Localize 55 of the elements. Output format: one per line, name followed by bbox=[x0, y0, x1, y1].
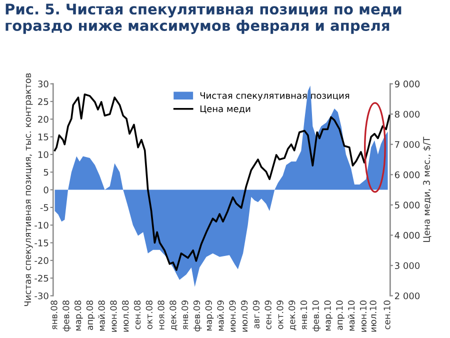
x-tick-label: сен.10 bbox=[384, 300, 390, 330]
y2-tick-label: 9 000 bbox=[394, 80, 420, 88]
x-tick-label: май.09 bbox=[217, 300, 224, 331]
legend-label: Цена меди bbox=[200, 105, 250, 114]
x-tick-label: янв.10 bbox=[300, 300, 308, 330]
x-tick-label: июн.08 bbox=[110, 300, 117, 332]
y-tick-label: 0 bbox=[44, 186, 48, 194]
y-tick-label: -25 bbox=[34, 274, 48, 282]
y-axis-title: Чистая спекулятивная позиция, тыс. контрактов bbox=[24, 73, 33, 306]
x-tick-label: дек.09 bbox=[288, 300, 296, 330]
x-tick-label: июн.09 bbox=[229, 300, 236, 332]
x-tick-label: мар.10 bbox=[324, 300, 333, 331]
y-tick-label: -30 bbox=[34, 292, 48, 300]
y-tick-label: -10 bbox=[34, 222, 48, 229]
x-tick-label: сен.09 bbox=[264, 300, 272, 330]
x-tick-label: мар.09 bbox=[205, 300, 214, 331]
legend-label: Чистая спекулятивная позиция bbox=[200, 92, 350, 101]
x-tick-label: дек.08 bbox=[170, 300, 178, 330]
x-tick-label: апр.08 bbox=[86, 300, 95, 330]
x-tick-label: июл.09 bbox=[240, 300, 248, 332]
x-tick-label: июл.10 bbox=[370, 300, 376, 332]
x-tick-label: мар.08 bbox=[74, 300, 83, 331]
x-tick-label: ноя.08 bbox=[158, 300, 164, 330]
y-tick-label: 15 bbox=[38, 134, 48, 140]
x-tick-label: сен.08 bbox=[134, 300, 141, 330]
y2-tick-label: 7 000 bbox=[395, 141, 420, 148]
chart-title: Рис. 5. Чистая спекулятивная позиция по меди гораздо ниже максимумов февраля и апреля bbox=[6, 4, 402, 34]
y-tick-label: 10 bbox=[38, 151, 48, 158]
y-tick-label: -20 bbox=[34, 257, 48, 264]
x-tick-label: авг.09 bbox=[252, 300, 260, 328]
y2-tick-label: 8 000 bbox=[394, 110, 420, 118]
y2-tick-label: 6 000 bbox=[394, 171, 420, 178]
x-tick-label: янв.09 bbox=[182, 300, 188, 330]
x-tick-label: янв.08 bbox=[50, 300, 58, 330]
x-tick-label: июл.08 bbox=[122, 300, 129, 332]
y-tick-label: 30 bbox=[38, 80, 48, 88]
y2-tick-label: 2 000 bbox=[394, 292, 420, 300]
x-tick-label: май.08 bbox=[98, 300, 105, 331]
x-tick-label: май.10 bbox=[348, 300, 355, 331]
x-tick-label: фев.09 bbox=[193, 300, 202, 332]
y-tick-label: -15 bbox=[34, 240, 48, 246]
y2-tick-label: 3 000 bbox=[395, 262, 420, 270]
x-tick-label: фев.08 bbox=[62, 300, 71, 332]
y2-axis-title: Цена меди, 3 мес., $/Т bbox=[422, 136, 432, 242]
y-tick-label: 20 bbox=[38, 116, 48, 123]
y2-tick-label: 5 000 bbox=[395, 202, 420, 208]
y-tick-label: -5 bbox=[40, 204, 48, 212]
y-tick-label: 5 bbox=[44, 168, 48, 176]
x-tick-label: фев.10 bbox=[312, 300, 321, 332]
x-tick-label: июн.10 bbox=[360, 300, 367, 332]
x-tick-label: апр.10 bbox=[336, 300, 344, 330]
x-tick-label: окт.08 bbox=[146, 300, 152, 330]
y-tick-label: 25 bbox=[38, 98, 48, 106]
x-tick-label: окт.09 bbox=[276, 300, 284, 330]
y2-tick-label: 4 000 bbox=[394, 232, 420, 239]
